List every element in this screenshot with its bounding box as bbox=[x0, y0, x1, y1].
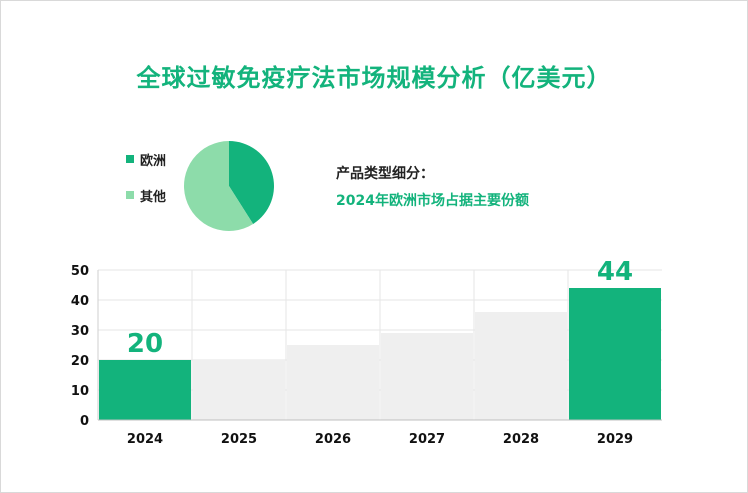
legend-label-europe: 欧洲 bbox=[140, 153, 167, 169]
x-tick-label: 2026 bbox=[315, 432, 351, 447]
chart-title: 全球过敏免疫疗法市场规模分析（亿美元） bbox=[136, 64, 612, 92]
x-tick-label: 2027 bbox=[409, 432, 445, 447]
bar-2029 bbox=[569, 288, 661, 420]
pie-legend: 欧洲 其他 bbox=[126, 150, 166, 222]
y-tick-label: 50 bbox=[71, 264, 89, 279]
y-tick-label: 0 bbox=[80, 414, 89, 429]
bar-chart: 0 10 20 30 40 50 20 2024 2025 2026 2027 2028 44 2029 bbox=[71, 257, 662, 447]
x-tick-label: 2024 bbox=[127, 432, 163, 447]
legend-swatch-icon bbox=[126, 191, 134, 199]
pie-slice-other bbox=[183, 141, 254, 231]
segment-subheading: 2024年欧洲市场占据主要份额 bbox=[336, 193, 529, 209]
pie-chart bbox=[183, 141, 274, 231]
x-tick-label: 2029 bbox=[597, 432, 633, 447]
bar-2026 bbox=[287, 345, 379, 420]
legend-label-other: 其他 bbox=[140, 189, 167, 205]
bar-2027 bbox=[381, 333, 473, 420]
y-tick-label: 10 bbox=[71, 384, 89, 399]
legend-item-europe: 欧洲 bbox=[126, 150, 167, 169]
y-tick-label: 40 bbox=[71, 294, 89, 309]
x-tick-label: 2025 bbox=[221, 432, 257, 447]
y-tick-label: 30 bbox=[71, 324, 89, 339]
legend-swatch-icon bbox=[126, 155, 134, 163]
segment-heading: 产品类型细分： bbox=[336, 166, 434, 182]
pie-slice-europe bbox=[229, 141, 274, 224]
bar-2024 bbox=[99, 360, 191, 420]
data-label-2024: 20 bbox=[127, 329, 163, 359]
legend-item-other: 其他 bbox=[126, 186, 167, 205]
y-tick-label: 20 bbox=[71, 354, 89, 369]
bar-2028 bbox=[475, 312, 567, 420]
bar-2025 bbox=[193, 360, 285, 420]
x-tick-label: 2028 bbox=[503, 432, 539, 447]
data-label-2029: 44 bbox=[597, 257, 633, 287]
